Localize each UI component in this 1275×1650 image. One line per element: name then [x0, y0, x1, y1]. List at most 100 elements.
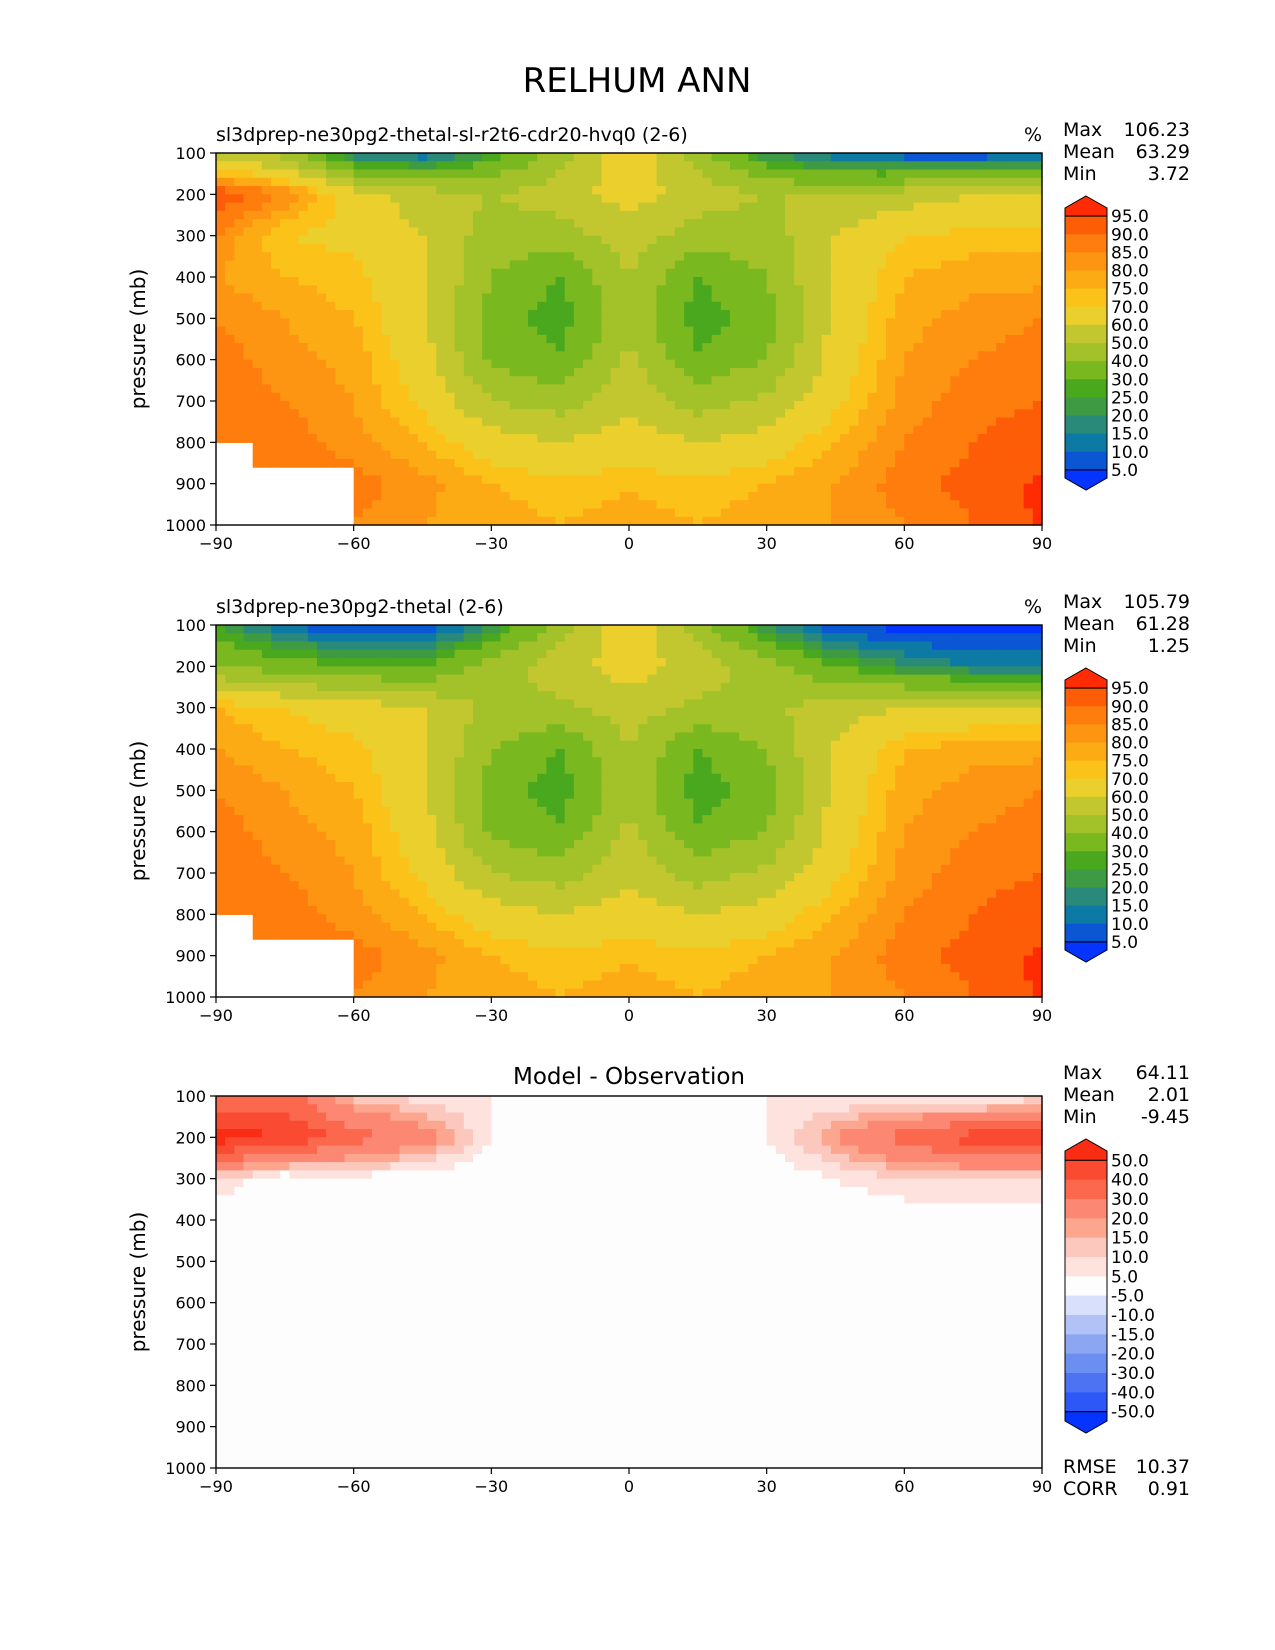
field-cell: [959, 318, 970, 328]
field-cell: [372, 177, 382, 187]
field-cell: [1014, 194, 1025, 204]
field-cell: [528, 442, 538, 452]
field-cell: [390, 301, 401, 311]
field-cell: [601, 301, 612, 311]
field-cell: [216, 625, 226, 634]
field-cell: [922, 235, 933, 245]
field-cell: [408, 649, 419, 659]
field-cell: [216, 268, 226, 278]
field-cell: [1023, 666, 1034, 676]
field-cell: [216, 641, 226, 651]
field-cell: [326, 434, 336, 443]
field-cell: [1005, 666, 1016, 676]
field-cell: [271, 691, 281, 700]
field-cell: [445, 417, 456, 427]
field-cell: [573, 491, 584, 501]
field-cell: [757, 260, 768, 270]
field-cell: [316, 409, 327, 419]
field-cell: [858, 500, 869, 510]
field-cell: [353, 219, 364, 228]
field-cell: [307, 442, 318, 452]
field-cell: [482, 658, 492, 667]
field-cell: [491, 227, 502, 237]
field-cell: [298, 633, 309, 643]
field-cell: [757, 658, 768, 667]
field-cell: [803, 219, 814, 228]
field-cell: [252, 401, 263, 410]
field-cell: [445, 153, 456, 162]
panel-title: sl3dprep-ne30pg2-thetal-sl-r2t6-cdr20-hv…: [216, 124, 688, 146]
field-cell: [601, 442, 612, 452]
field-cell: [1014, 260, 1025, 270]
field-cell: [1023, 641, 1034, 651]
field-cell: [968, 285, 979, 295]
units-label: %: [1024, 124, 1042, 146]
field-cell: [372, 417, 382, 427]
field-cell: [216, 334, 226, 344]
field-cell: [280, 625, 291, 634]
field-cell: [977, 633, 988, 643]
field-cell: [785, 277, 795, 286]
field-cell: [601, 658, 612, 667]
field-cell: [463, 491, 474, 501]
field-cell: [665, 434, 676, 443]
field-cell: [922, 625, 933, 634]
field-cell: [941, 153, 951, 162]
field-cell: [702, 252, 713, 262]
field-cell: [583, 417, 593, 427]
field-cell: [931, 277, 942, 286]
field-cell: [261, 450, 272, 460]
field-cell: [225, 649, 235, 659]
field-cell: [941, 367, 951, 377]
field-cell: [280, 633, 291, 643]
field-cell: [619, 235, 630, 245]
field-cell: [1005, 467, 1016, 476]
field-cell: [344, 227, 355, 237]
field-cell: [794, 699, 804, 709]
field-cell: [858, 194, 869, 204]
field-cell: [353, 177, 364, 187]
field-cell: [849, 475, 860, 485]
colorbar-swatch: [1065, 288, 1107, 308]
field-cell: [390, 483, 401, 493]
field-cell: [1005, 301, 1016, 311]
field-cell: [289, 658, 300, 667]
field-cell: [1023, 467, 1034, 476]
field-cell: [500, 508, 511, 518]
field-cell: [243, 691, 254, 700]
field-cell: [234, 243, 245, 253]
field-cell: [720, 649, 731, 659]
field-cell: [243, 367, 254, 377]
field-cell: [968, 417, 979, 427]
field-cell: [867, 458, 878, 468]
field-cell: [840, 301, 850, 311]
field-cell: [335, 318, 346, 328]
field-cell: [748, 343, 759, 352]
field-cell: [353, 326, 364, 336]
field-cell: [390, 227, 401, 237]
field-cell: [528, 516, 538, 526]
field-cell: [840, 691, 850, 700]
field-cell: [885, 285, 896, 295]
field-cell: [555, 310, 566, 319]
field-cell: [372, 202, 382, 212]
field-cell: [739, 475, 749, 485]
field-cell: [399, 392, 410, 402]
field-cell: [573, 202, 584, 212]
field-cell: [941, 633, 951, 643]
field-cell: [344, 186, 355, 195]
field-cell: [904, 641, 915, 651]
field-cell: [941, 202, 951, 212]
field-cell: [922, 227, 933, 237]
field-cell: [353, 359, 364, 369]
field-cell: [977, 417, 988, 427]
field-cell: [509, 491, 520, 501]
field-cell: [1014, 450, 1025, 460]
field-cell: [986, 235, 997, 245]
field-cell: [601, 384, 612, 394]
field-cell: [950, 268, 960, 278]
field-cell: [665, 367, 676, 377]
field-cell: [472, 674, 483, 684]
field-cell: [720, 475, 731, 485]
field-cell: [564, 417, 575, 427]
